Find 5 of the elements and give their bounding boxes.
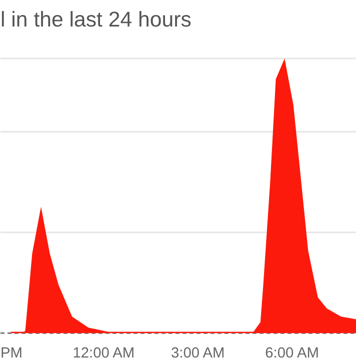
x-tick-label: 12:00 AM xyxy=(72,346,135,362)
chart-title: l in the last 24 hours xyxy=(0,8,192,32)
x-tick-label: 3:00 AM xyxy=(170,346,225,362)
x-tick-label: PM xyxy=(0,346,22,362)
x-tick-label: 6:00 AM xyxy=(265,346,319,362)
